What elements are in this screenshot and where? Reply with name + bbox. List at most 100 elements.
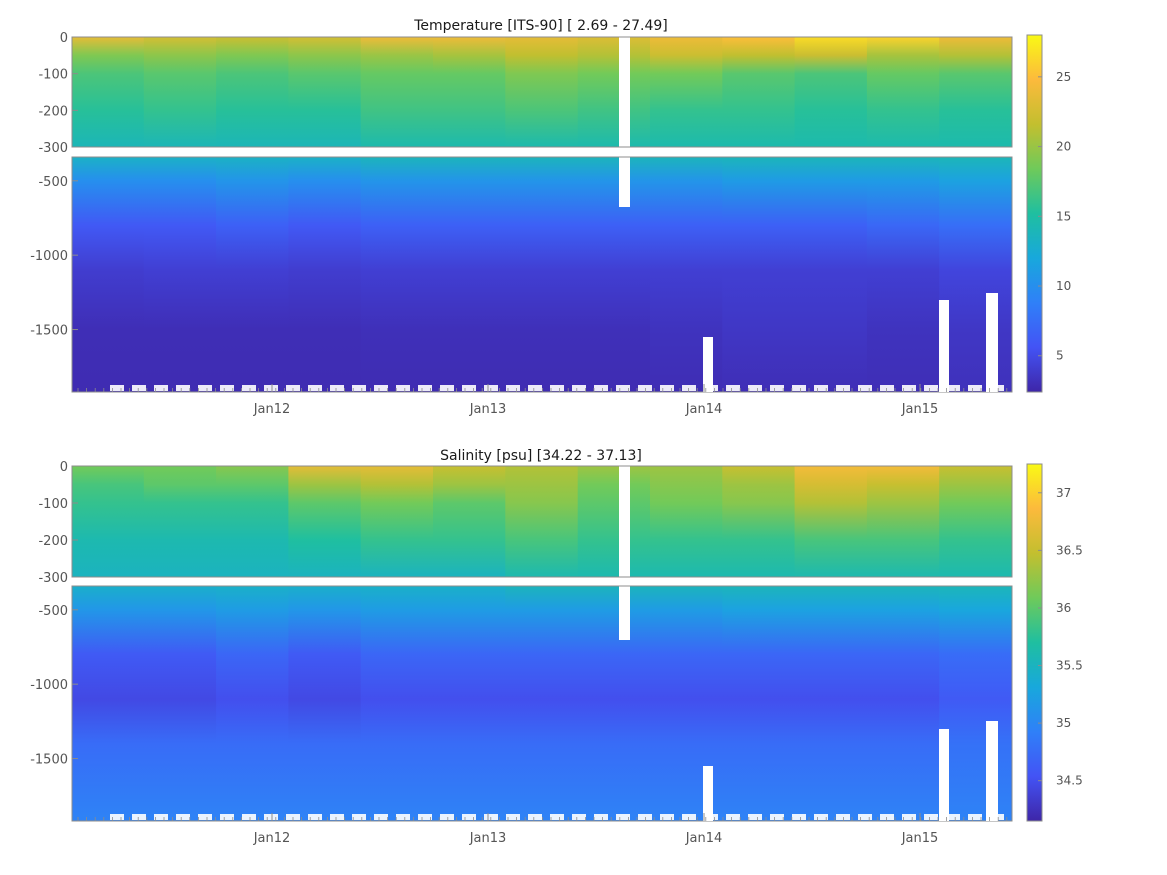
data-gap [792, 385, 806, 391]
heatmap-column [288, 37, 362, 147]
data-gap [880, 385, 894, 391]
x-tick-label: Jan14 [685, 402, 723, 417]
heatmap-column [71, 586, 145, 821]
heatmap-column [288, 466, 362, 577]
y-tick-label: -1000 [30, 678, 68, 693]
data-gap [858, 385, 872, 391]
data-gap [968, 814, 982, 820]
heatmap-column [143, 157, 218, 392]
data-gap [619, 466, 630, 577]
heatmap-column [360, 586, 434, 821]
data-gap [506, 385, 520, 391]
temperature-lower-plot [71, 156, 1013, 393]
temperature-panel: Temperature [ITS-90] [ 2.69 - 27.49] Jan… [30, 18, 1071, 417]
data-gap [619, 586, 630, 640]
heatmap-column [216, 586, 290, 821]
colorbar-tick-label: 15 [1056, 209, 1071, 223]
heatmap-column [505, 466, 579, 577]
y-tick-label: -1500 [30, 324, 68, 339]
data-gap [462, 814, 476, 820]
data-gap [550, 385, 564, 391]
x-tick-label: Jan13 [469, 402, 507, 417]
salinity-title: Salinity [psu] [34.22 - 37.13] [440, 448, 642, 464]
heatmap-column [433, 466, 507, 577]
temperature-colorbar: 5 10 15 20 25 [1026, 34, 1071, 393]
colorbar-tick-label: 10 [1056, 279, 1071, 293]
heatmap-column [866, 37, 941, 147]
heatmap-column [360, 37, 434, 147]
data-gap [682, 814, 696, 820]
data-gap [638, 814, 652, 820]
heatmap-column [577, 37, 651, 147]
data-gap [619, 37, 630, 147]
heatmap-column [722, 466, 796, 577]
y-tick-label: -200 [38, 104, 68, 119]
heatmap-column [505, 586, 579, 821]
heatmap-column [939, 586, 1013, 821]
data-gap [506, 814, 520, 820]
y-tick-label: -1500 [30, 753, 68, 768]
heatmap-column [71, 157, 145, 392]
data-gap [924, 385, 938, 391]
data-gap [176, 814, 190, 820]
data-gap [198, 385, 212, 391]
salinity-x-ticks: Jan12 Jan13 Jan14 Jan15 [77, 813, 1008, 846]
heatmap-column [866, 586, 941, 821]
heatmap-column [143, 586, 218, 821]
x-tick-label: Jan12 [253, 402, 291, 417]
y-tick-label: -200 [38, 534, 68, 549]
heatmap-column [794, 586, 868, 821]
heatmap-column [360, 466, 434, 577]
data-gap [352, 814, 366, 820]
data-gap [770, 814, 784, 820]
x-tick-label: Jan13 [469, 831, 507, 846]
data-gap [986, 293, 998, 392]
salinity-y-ticks: 0 -100 -200 -300 -500 -1000 -1500 [30, 460, 78, 768]
data-gap [308, 814, 322, 820]
data-gap [308, 385, 322, 391]
data-gap [902, 814, 916, 820]
salinity-lower-plot [71, 585, 1013, 822]
data-gap [616, 814, 630, 820]
colorbar-tick-label: 5 [1056, 349, 1064, 363]
data-gap [986, 721, 998, 821]
heatmap-column [433, 157, 507, 392]
data-gap [198, 814, 212, 820]
data-gap [748, 385, 762, 391]
heatmap-column [288, 586, 362, 821]
x-tick-label: Jan15 [901, 402, 939, 417]
data-gap [440, 814, 454, 820]
data-gap [550, 814, 564, 820]
colorbar-tick-label: 36.5 [1056, 543, 1083, 557]
y-tick-label: -100 [38, 497, 68, 512]
heatmap-column [143, 37, 218, 147]
data-gap [572, 385, 586, 391]
heatmap-column [216, 37, 290, 147]
data-gap [990, 814, 1004, 820]
data-gap [858, 814, 872, 820]
temperature-y-ticks: 0 -100 -200 -300 -500 -1000 -1500 [30, 31, 78, 339]
colorbar-gradient [1026, 34, 1043, 393]
data-gap [396, 385, 410, 391]
data-gap [528, 385, 542, 391]
data-gap [528, 814, 542, 820]
salinity-upper-plot [71, 465, 1013, 578]
y-tick-label: -300 [38, 141, 68, 156]
heatmap-column [577, 157, 651, 392]
colorbar-tick-label: 36 [1056, 601, 1071, 615]
y-tick-label: -300 [38, 571, 68, 586]
y-tick-label: -100 [38, 68, 68, 83]
data-gap [572, 814, 586, 820]
data-gap [770, 385, 784, 391]
data-gap [703, 766, 713, 821]
data-gap [132, 385, 146, 391]
heatmap-column [650, 466, 724, 577]
data-gap [396, 814, 410, 820]
heatmap-column [505, 37, 579, 147]
data-gap [132, 814, 146, 820]
heatmap-column [143, 466, 218, 577]
temperature-x-ticks: Jan12 Jan13 Jan14 Jan15 [77, 384, 1008, 417]
x-tick-label: Jan15 [901, 831, 939, 846]
heatmap-column [794, 466, 868, 577]
